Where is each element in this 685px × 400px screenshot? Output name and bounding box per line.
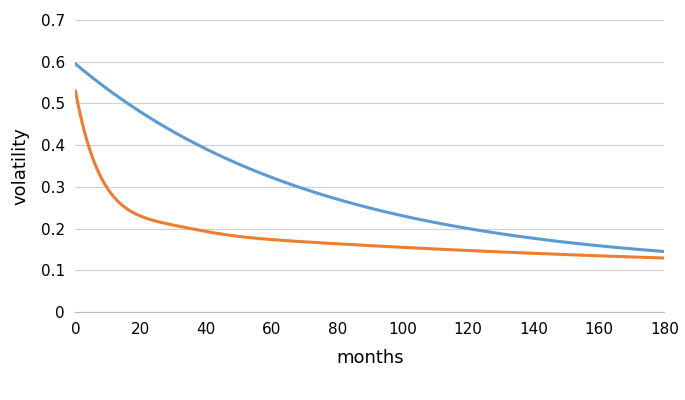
NG Volatility xyxy=(331,241,339,246)
Line: Power Volatility: Power Volatility xyxy=(75,64,664,252)
NG Volatility xyxy=(476,249,484,254)
NG Volatility xyxy=(541,251,549,256)
Legend: Power Volatility, NG Volatility: Power Volatility, NG Volatility xyxy=(189,393,551,400)
Power Volatility xyxy=(531,236,539,241)
Power Volatility xyxy=(71,61,79,66)
NG Volatility xyxy=(660,256,669,260)
NG Volatility xyxy=(531,251,539,256)
Power Volatility xyxy=(331,196,339,201)
Power Volatility xyxy=(310,190,318,194)
Y-axis label: volatility: volatility xyxy=(12,127,29,205)
X-axis label: months: months xyxy=(336,348,403,366)
Line: NG Volatility: NG Volatility xyxy=(75,90,664,258)
NG Volatility xyxy=(132,212,140,216)
Power Volatility xyxy=(132,106,140,111)
Power Volatility xyxy=(660,249,669,254)
NG Volatility xyxy=(310,240,318,245)
Power Volatility xyxy=(476,228,484,233)
Power Volatility xyxy=(541,238,549,242)
NG Volatility xyxy=(71,88,79,93)
